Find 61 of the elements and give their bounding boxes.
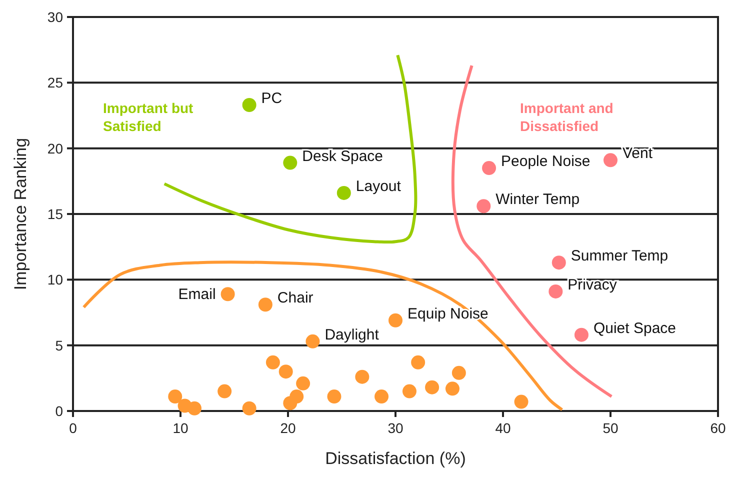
- point: [374, 390, 389, 404]
- y-tick-label: 5: [55, 337, 64, 354]
- x-tick-label: 50: [602, 420, 618, 436]
- point: [355, 370, 370, 384]
- point: [425, 380, 440, 394]
- y-tick-label: 10: [47, 272, 64, 288]
- y-tick-label: 20: [47, 140, 64, 156]
- point: [336, 186, 351, 200]
- x-tick-label: 0: [69, 420, 78, 436]
- y-tick-label: 30: [47, 9, 64, 25]
- point: [411, 355, 426, 370]
- annotation: Summer Temp: [570, 248, 668, 265]
- x-tick-label: 40: [495, 420, 511, 436]
- point: [242, 98, 256, 112]
- point: [218, 384, 232, 398]
- point: [604, 153, 618, 168]
- point: [327, 390, 342, 404]
- annotation: Vent: [622, 145, 654, 162]
- annotation: Quiet Space: [593, 320, 676, 337]
- point: [258, 298, 272, 312]
- annotation: Desk Space: [302, 148, 384, 165]
- point: [266, 355, 280, 370]
- point: [306, 334, 320, 348]
- point: [548, 284, 563, 298]
- y-tick-label: 25: [47, 74, 64, 91]
- point: [402, 384, 416, 398]
- annotation: Privacy: [568, 276, 618, 294]
- point: [168, 390, 182, 404]
- annotation: PC: [261, 90, 282, 107]
- x-tick-label: 20: [280, 420, 296, 436]
- point: [476, 199, 491, 214]
- x-axis-title: Dissatisfaction (%): [325, 449, 466, 468]
- annotation: Chair: [277, 290, 314, 307]
- annotation: People Noise: [501, 153, 590, 170]
- point: [296, 376, 310, 390]
- x-tick-label: 60: [710, 420, 726, 436]
- point: [242, 401, 256, 416]
- point: [552, 256, 566, 270]
- line-series: [82, 260, 564, 412]
- point: [220, 287, 235, 302]
- annotation: Daylight: [324, 326, 380, 344]
- x-tick-label: 10: [172, 420, 188, 436]
- annotation: Important but Satisfied: [103, 100, 194, 134]
- annotation: Important and Dissatisfied: [520, 100, 614, 134]
- point: [283, 396, 298, 410]
- point: [283, 156, 298, 170]
- point: [278, 364, 293, 379]
- point: [452, 366, 466, 380]
- point: [514, 394, 528, 409]
- annotation: Layout: [356, 178, 402, 195]
- y-tick-label: 15: [47, 206, 64, 222]
- point: [388, 313, 402, 328]
- x-tick-label: 30: [388, 420, 404, 436]
- point: [482, 161, 496, 176]
- y-axis-title: Importance Ranking: [11, 138, 30, 290]
- point: [187, 401, 202, 416]
- point: [574, 328, 588, 342]
- annotation: Email: [178, 286, 216, 304]
- annotation: Winter Temp: [496, 191, 580, 208]
- point: [445, 382, 460, 396]
- y-tick-label: 0: [55, 403, 64, 419]
